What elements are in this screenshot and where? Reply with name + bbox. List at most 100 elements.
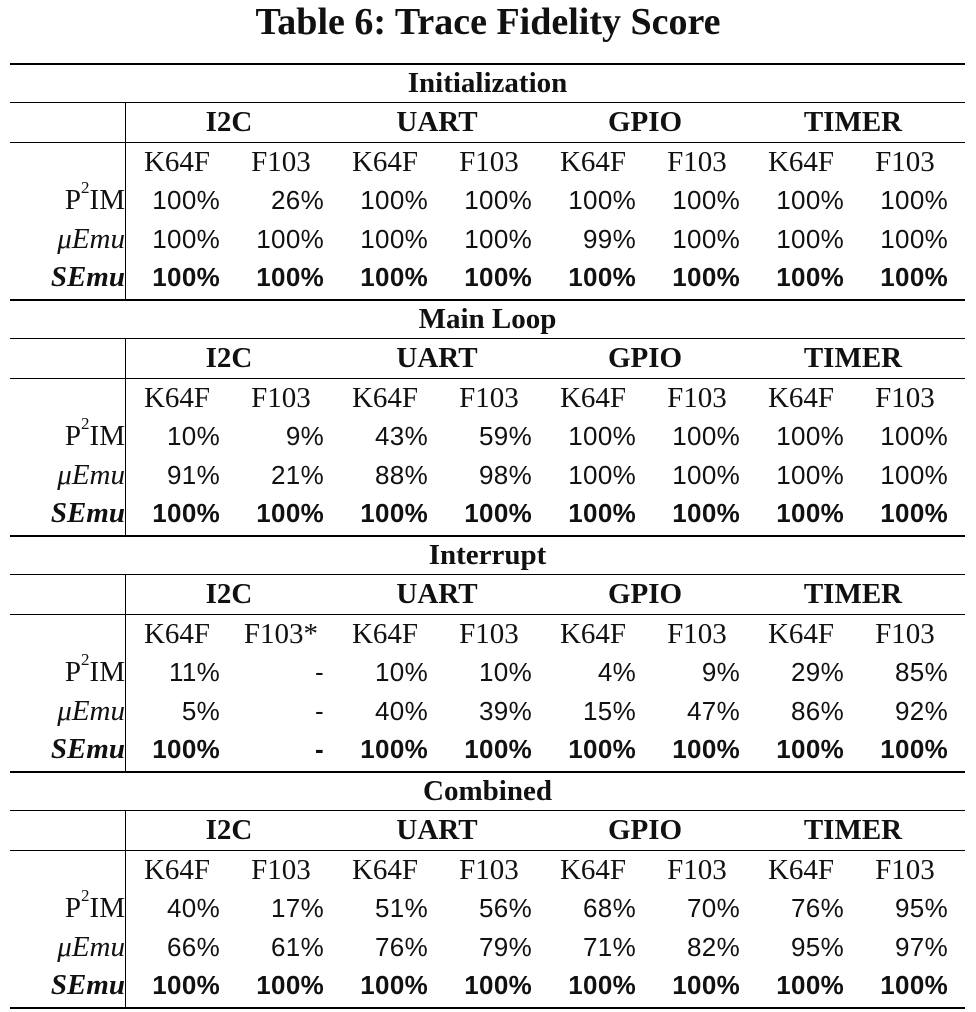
board-header: K64F: [351, 382, 419, 414]
table-title: Table 6: Trace Fidelity Score: [255, 1, 721, 43]
row-label: μEmu: [10, 220, 125, 258]
row-label-superscript: 2: [81, 650, 90, 669]
board-header: F103: [459, 618, 519, 650]
table-cell: 40%: [167, 893, 220, 923]
board-header-row: K64F F103 K64F F103 K64F F103 K64F F103: [10, 143, 965, 181]
table-cell: 51%: [375, 893, 428, 923]
row-label-superscript: 2: [81, 178, 90, 197]
table-cell: 100%: [672, 185, 740, 215]
table-cell: 15%: [583, 695, 636, 726]
board-header: K64F: [559, 382, 627, 414]
table-cell: 43%: [375, 421, 428, 451]
peripheral-header: GPIO: [607, 578, 683, 610]
table-cell: 100%: [360, 185, 428, 215]
row-label-suffix: IM: [89, 656, 125, 688]
board-header: K64F: [143, 854, 211, 886]
peripheral-rule: [10, 378, 965, 379]
section-title: Main Loop: [418, 303, 557, 335]
table-cell: 10%: [479, 657, 532, 687]
table-cell: 99%: [583, 223, 636, 254]
table-cell: 100%: [152, 734, 220, 764]
row-label: SEmu: [10, 966, 125, 1004]
row-label: μEmu: [10, 928, 125, 966]
row-label: SEmu: [10, 258, 125, 296]
table-cell: 21%: [271, 459, 324, 490]
row-label-text: μEmu: [57, 930, 125, 963]
table-cell: 40%: [375, 695, 428, 726]
board-header: F103: [875, 854, 935, 886]
table-cell: 100%: [360, 223, 428, 254]
table-cell: -: [315, 657, 324, 687]
board-header: F103: [875, 146, 935, 178]
table-cell: 100%: [152, 970, 220, 1000]
table-cell: 100%: [568, 421, 636, 451]
board-header: K64F: [143, 146, 211, 178]
section-top-rule: [10, 63, 965, 65]
table-cell: -: [315, 695, 324, 726]
table-cell: 100%: [880, 498, 948, 528]
board-header: K64F: [351, 146, 419, 178]
table-cell: 10%: [167, 421, 220, 451]
table-cell: 100%: [776, 498, 844, 528]
peripheral-header: TIMER: [803, 814, 903, 846]
row-label-text: P: [64, 420, 82, 452]
table-cell: 100%: [464, 223, 532, 254]
board-header: F103: [667, 382, 727, 414]
table-cell: 100%: [672, 459, 740, 490]
section-title: Initialization: [407, 67, 568, 99]
table-cell: 100%: [152, 262, 220, 292]
table-cell: 85%: [895, 657, 948, 687]
table-row: μEmu 66% 61% 76% 79% 71% 82% 95% 97%: [10, 928, 965, 966]
row-label-superscript: 2: [81, 886, 90, 905]
table-cell: 70%: [687, 893, 740, 923]
board-header: K64F: [767, 146, 835, 178]
peripheral-header: UART: [396, 814, 478, 846]
table-cell: 100%: [568, 459, 636, 490]
table-cell: 100%: [464, 970, 532, 1000]
peripheral-rule: [10, 850, 965, 851]
table-cell: 98%: [479, 459, 532, 490]
row-label: P2IM: [10, 178, 125, 219]
table-cell: 100%: [360, 498, 428, 528]
board-header: K64F: [559, 146, 627, 178]
section-title-rule: [10, 810, 965, 811]
peripheral-header: UART: [396, 106, 478, 138]
board-header: K64F: [767, 854, 835, 886]
table-row: μEmu 5% - 40% 39% 15% 47% 86% 92%: [10, 692, 965, 730]
table-cell: 100%: [360, 734, 428, 764]
row-label-superscript: 2: [81, 414, 90, 433]
table-cell: 5%: [181, 695, 220, 726]
table-row: SEmu 100% - 100% 100% 100% 100% 100% 100%: [10, 730, 965, 768]
table-cell: 100%: [568, 262, 636, 292]
row-label: P2IM: [10, 886, 125, 927]
board-header: K64F: [767, 618, 835, 650]
row-label-suffix: IM: [89, 420, 125, 452]
peripheral-header: GPIO: [607, 814, 683, 846]
board-header: K64F: [143, 618, 211, 650]
table-cell: 9%: [285, 421, 324, 451]
row-label-text: SEmu: [50, 733, 125, 765]
table-cell: 26%: [271, 185, 324, 215]
table-cell: 61%: [271, 931, 324, 962]
table-row: μEmu 100% 100% 100% 100% 99% 100% 100% 100%: [10, 220, 965, 258]
board-header: F103: [459, 382, 519, 414]
table-cell: 100%: [256, 223, 324, 254]
row-label: SEmu: [10, 730, 125, 768]
table-row: P2IM 40% 17% 51% 56% 68% 70% 76% 95%: [10, 886, 965, 927]
table-cell: 66%: [167, 931, 220, 962]
label-column-divider: [125, 102, 126, 299]
section-title: Combined: [423, 775, 552, 807]
table-cell: 100%: [672, 421, 740, 451]
peripheral-header-row: I2C UART GPIO TIMER: [10, 575, 965, 613]
table-cell: 100%: [464, 498, 532, 528]
row-label: SEmu: [10, 494, 125, 532]
table-cell: 82%: [687, 931, 740, 962]
peripheral-rule: [10, 142, 965, 143]
table-cell: 100%: [776, 185, 844, 215]
board-header: K64F: [767, 382, 835, 414]
table-cell: 39%: [479, 695, 532, 726]
row-label-text: P: [64, 184, 82, 216]
peripheral-header: I2C: [205, 578, 253, 610]
table-cell: 100%: [776, 421, 844, 451]
row-label-text: SEmu: [50, 497, 125, 529]
